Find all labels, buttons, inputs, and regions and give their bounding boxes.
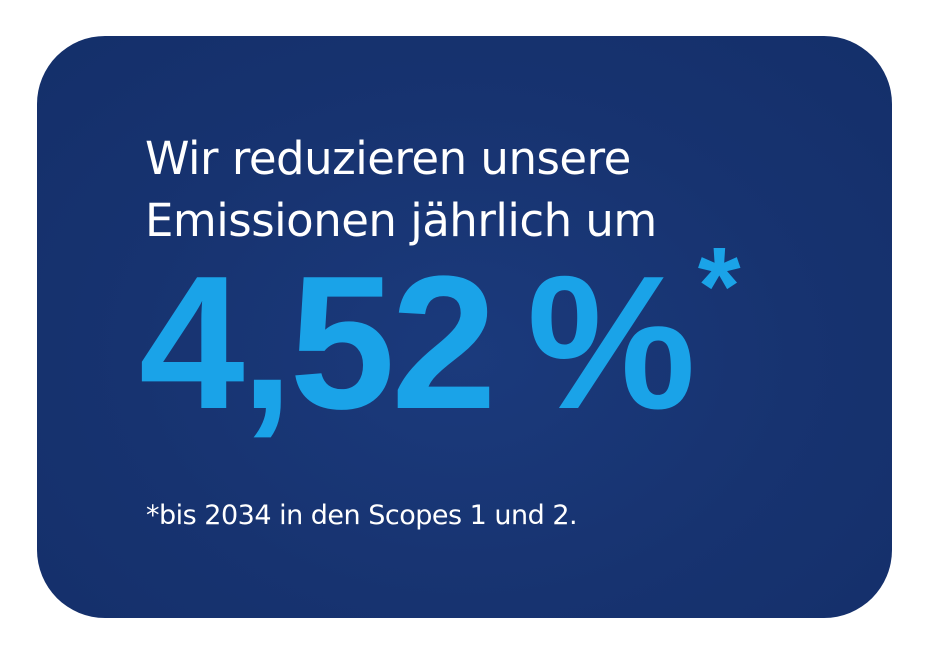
headline-line-1: Wir reduzieren unsere <box>145 132 631 185</box>
reduction-percentage: 4,52 % <box>139 237 696 449</box>
headline-line-2: Emissionen jährlich um <box>145 194 657 247</box>
footnote: *bis 2034 in den Scopes 1 und 2. <box>146 500 578 531</box>
emissions-card: Wir reduzieren unsere Emissionen jährlic… <box>37 36 892 618</box>
reduction-figure: 4,52 %* <box>139 232 741 449</box>
headline: Wir reduzieren unsere Emissionen jährlic… <box>145 128 845 252</box>
footnote-marker: * <box>697 225 741 348</box>
